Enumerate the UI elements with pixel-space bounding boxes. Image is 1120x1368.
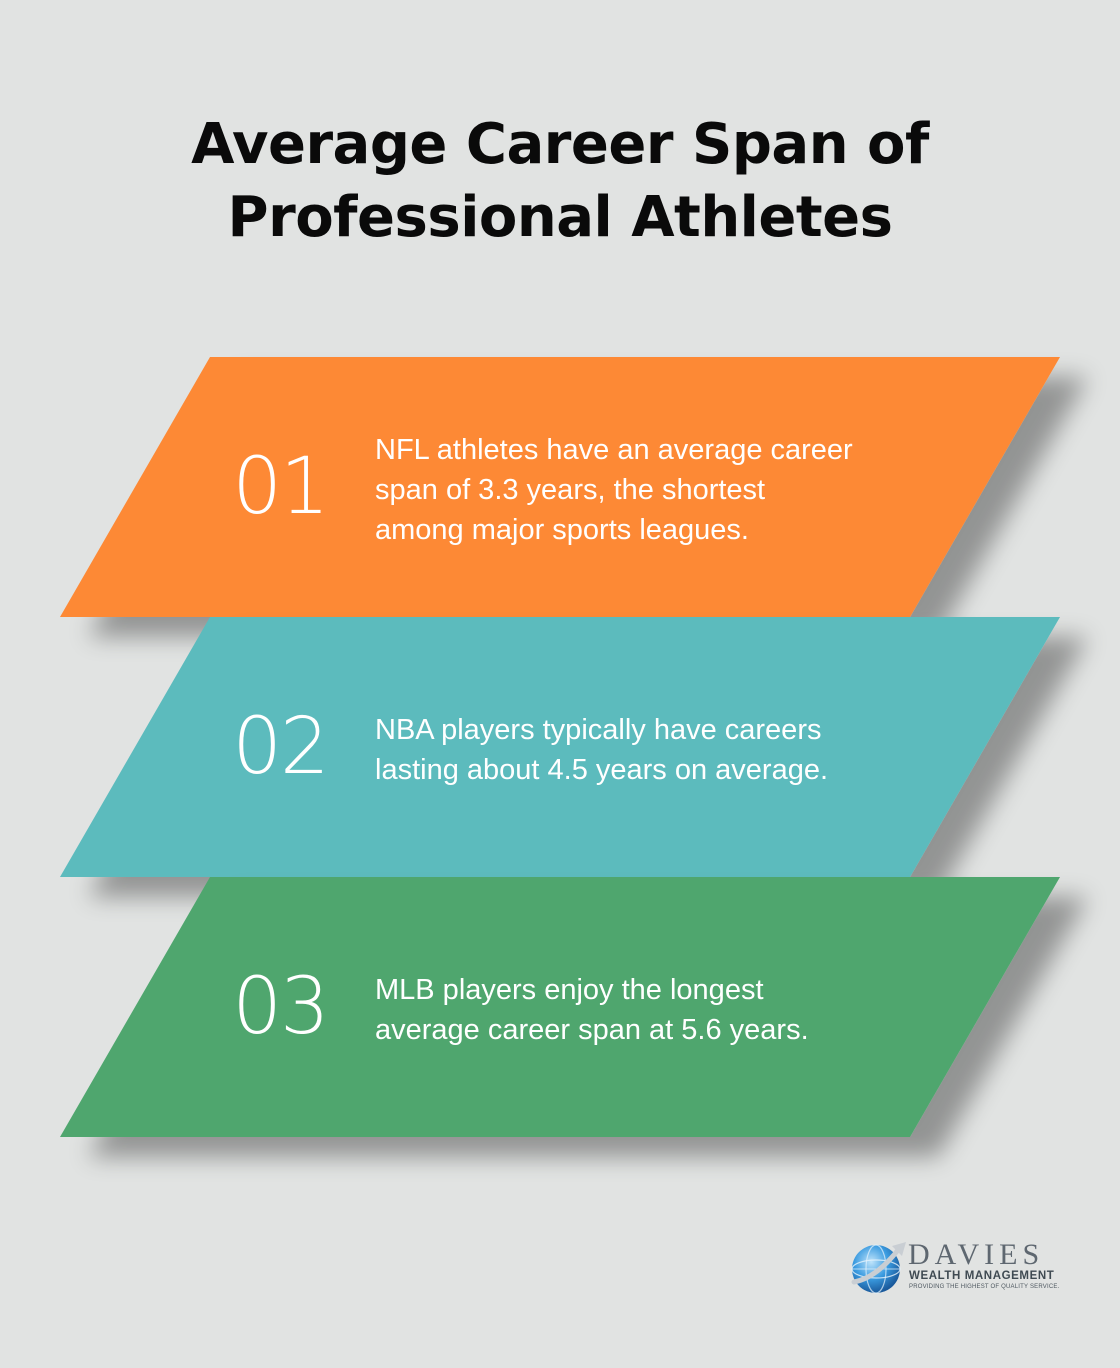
- item-description-line: span of 3.3 years, the shortest: [375, 474, 766, 506]
- item-description-line: lasting about 4.5 years on average.: [375, 754, 829, 786]
- item-number: 02: [232, 702, 329, 792]
- item-number: 01: [232, 442, 329, 532]
- band-shape-green: [60, 877, 1060, 1137]
- title-line-1: Average Career Span of: [191, 112, 929, 177]
- item-description-line: average career span at 5.6 years.: [375, 1014, 809, 1046]
- item-description-line: among major sports leagues.: [375, 514, 749, 546]
- title-line-2: Professional Athletes: [227, 185, 893, 250]
- item-description: MLB players enjoy the longest average ca…: [375, 970, 915, 1050]
- item-description-line: NFL athletes have an average career: [375, 434, 853, 466]
- item-description-line: NBA players typically have careers: [375, 714, 822, 746]
- career-item-nba: 02 NBA players typically have careers la…: [60, 617, 1060, 877]
- davies-logo: DAVIES WEALTH MANAGEMENT PROVIDING THE H…: [848, 1238, 1060, 1298]
- item-description: NBA players typically have careers lasti…: [375, 710, 915, 790]
- band-shape-teal: [60, 617, 1060, 877]
- item-description: NFL athletes have an average career span…: [375, 430, 915, 550]
- globe-arrow-icon: [851, 1242, 906, 1294]
- item-number: 03: [232, 962, 329, 1052]
- career-item-mlb: 03 MLB players enjoy the longest average…: [60, 877, 1060, 1137]
- logo-tagline: PROVIDING THE HIGHEST OF QUALITY SERVICE…: [909, 1284, 1060, 1290]
- page-title: Average Career Span of Professional Athl…: [0, 108, 1120, 254]
- item-description-line: MLB players enjoy the longest: [375, 974, 764, 1006]
- career-item-nfl: 01 NFL athletes have an average career s…: [60, 357, 1060, 617]
- band-shape-orange: [60, 357, 1060, 617]
- logo-brand: DAVIES: [908, 1238, 1045, 1271]
- logo-subtitle: WEALTH MANAGEMENT: [909, 1270, 1055, 1282]
